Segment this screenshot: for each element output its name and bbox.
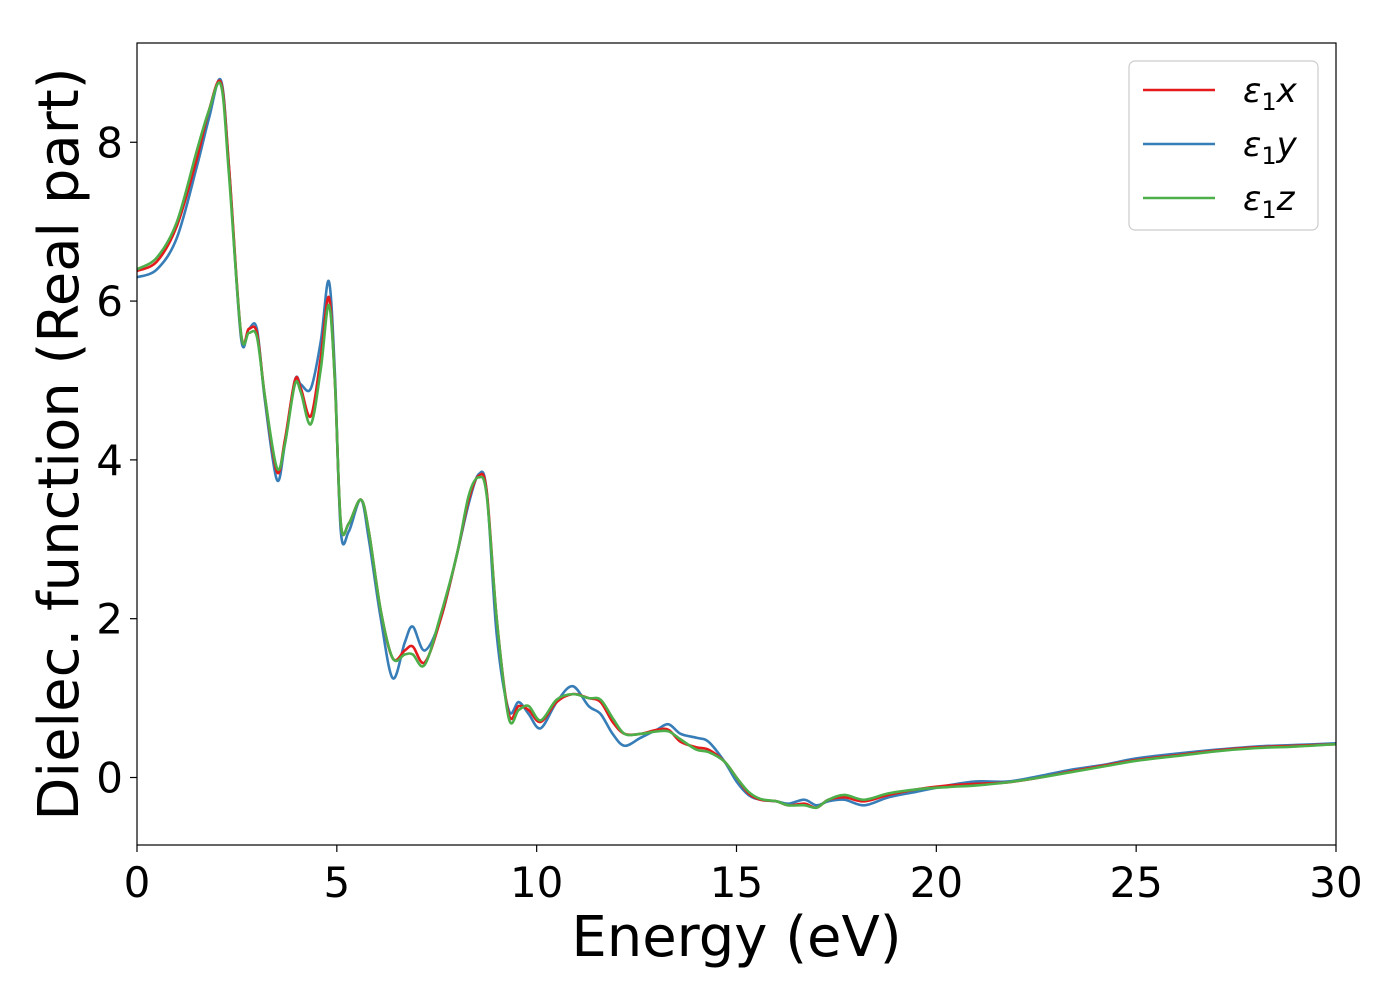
y-tick-label: 0 [96, 754, 123, 803]
y-tick-label: 8 [96, 118, 123, 167]
x-axis-label: Energy (eV) [571, 905, 901, 970]
x-tick-label: 30 [1309, 858, 1362, 907]
legend: ε1x ε1y ε1z [1128, 60, 1319, 231]
y-tick-label: 6 [96, 277, 123, 326]
x-tick-label: 20 [910, 858, 963, 907]
y-axis-label: Dielec. function (Real part) [27, 67, 92, 820]
x-tick-label: 5 [323, 858, 350, 907]
legend-box [1128, 60, 1319, 231]
x-tick-label: 0 [124, 858, 151, 907]
x-tick-label: 25 [1109, 858, 1162, 907]
y-axis-ticks: 0 2 4 6 8 [96, 118, 137, 803]
y-tick-label: 2 [96, 595, 123, 644]
x-tick-label: 15 [710, 858, 763, 907]
series-line-z [137, 81, 1336, 810]
legend-label-z: ε1z [1243, 179, 1296, 224]
series-layer [137, 77, 1336, 810]
x-tick-label: 10 [510, 858, 563, 907]
legend-label-x: ε1x [1243, 71, 1298, 116]
y-tick-label: 4 [96, 436, 123, 485]
legend-label-y: ε1y [1243, 125, 1298, 170]
x-axis-ticks: 0 5 10 15 20 25 30 [124, 845, 1363, 907]
